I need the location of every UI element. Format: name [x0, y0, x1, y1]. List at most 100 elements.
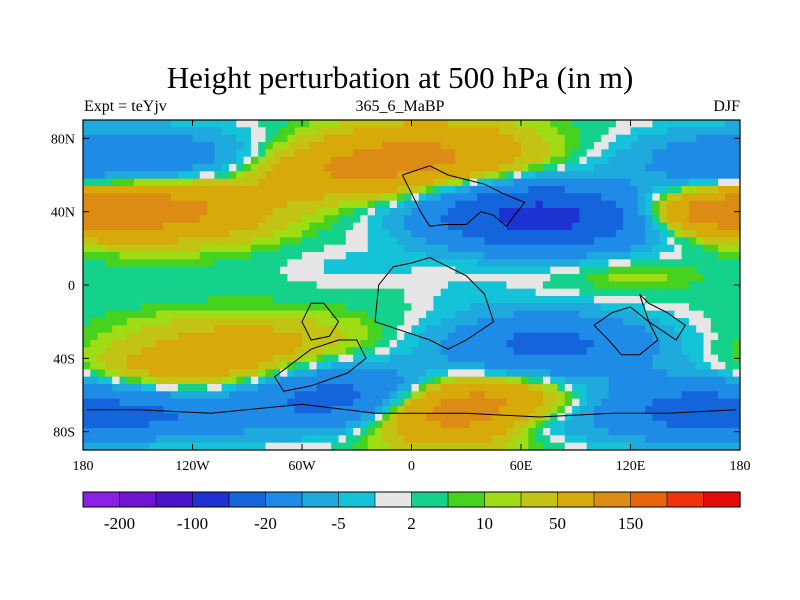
field-cell	[199, 134, 208, 143]
field-cell	[265, 142, 274, 150]
field-cell	[287, 296, 296, 304]
field-cell	[367, 244, 376, 253]
field-cell	[192, 266, 201, 275]
field-cell	[725, 288, 734, 297]
field-cell	[360, 171, 369, 180]
field-cell	[448, 296, 456, 304]
field-cell	[506, 230, 515, 238]
field-cell	[258, 384, 267, 392]
field-cell	[345, 420, 354, 429]
field-cell	[645, 391, 653, 400]
field-cell	[134, 303, 142, 312]
field-cell	[97, 252, 106, 260]
field-cell	[345, 362, 354, 370]
field-cell	[353, 288, 361, 297]
field-cell	[345, 149, 354, 158]
field-cell	[521, 332, 529, 341]
field-cell	[433, 164, 442, 172]
field-cell	[550, 310, 559, 319]
field-cell	[637, 259, 646, 268]
field-cell	[294, 237, 303, 246]
field-cell	[258, 288, 267, 297]
field-cell	[126, 149, 135, 158]
field-cell	[557, 406, 566, 414]
field-cell	[323, 347, 332, 356]
field-cell	[229, 340, 237, 348]
field-cell	[148, 266, 157, 275]
field-cell	[550, 318, 559, 326]
field-cell	[586, 237, 595, 246]
field-cell	[389, 215, 398, 224]
field-cell	[367, 384, 376, 392]
field-cell	[367, 237, 376, 246]
field-cell	[469, 310, 478, 319]
field-cell	[433, 230, 442, 238]
field-cell	[608, 252, 617, 260]
field-cell	[221, 244, 230, 253]
field-cell	[499, 178, 507, 187]
field-cell	[477, 156, 486, 165]
field-cell	[586, 244, 595, 253]
field-cell	[440, 398, 449, 407]
field-cell	[696, 200, 705, 209]
field-cell	[615, 406, 624, 414]
field-cell	[316, 222, 325, 231]
field-cell	[163, 398, 172, 407]
field-cell	[258, 391, 267, 400]
field-cell	[192, 296, 201, 304]
field-cell	[338, 413, 347, 422]
field-cell	[564, 391, 573, 400]
field-cell	[148, 274, 157, 282]
field-cell	[170, 303, 179, 312]
field-cell	[418, 281, 427, 290]
field-cell	[331, 332, 340, 341]
field-cell	[528, 171, 537, 180]
field-cell	[674, 127, 683, 136]
field-cell	[126, 347, 135, 356]
field-cell	[594, 288, 602, 297]
field-cell	[236, 222, 245, 231]
field-cell	[141, 398, 150, 407]
field-cell	[506, 362, 515, 370]
field-cell	[710, 413, 719, 422]
field-cell	[389, 398, 398, 407]
field-cell	[112, 332, 121, 341]
field-cell	[477, 127, 486, 136]
field-cell	[280, 281, 288, 290]
field-cell	[521, 325, 529, 334]
field-cell	[615, 186, 624, 194]
field-cell	[674, 186, 683, 194]
field-cell	[615, 442, 624, 450]
field-cell	[221, 266, 230, 275]
field-cell	[469, 252, 478, 260]
field-cell	[345, 215, 354, 224]
field-cell	[579, 340, 588, 348]
field-cell	[703, 266, 712, 275]
field-cell	[652, 266, 661, 275]
field-cell	[572, 252, 580, 260]
field-cell	[674, 325, 683, 334]
field-cell	[564, 288, 573, 297]
field-cell	[294, 274, 303, 282]
field-cell	[448, 200, 456, 209]
field-cell	[448, 208, 456, 216]
field-cell	[528, 134, 537, 143]
field-cell	[163, 442, 172, 450]
field-cell	[185, 420, 194, 429]
field-cell	[448, 428, 456, 436]
field-cell	[652, 156, 661, 165]
field-cell	[688, 340, 697, 348]
field-cell	[250, 252, 259, 260]
field-cell	[331, 237, 340, 246]
field-cell	[141, 171, 150, 180]
field-cell	[396, 318, 405, 326]
field-cell	[229, 281, 237, 290]
field-cell	[615, 200, 624, 209]
field-cell	[732, 391, 740, 400]
field-cell	[718, 413, 726, 422]
field-cell	[156, 252, 164, 260]
field-cell	[608, 281, 617, 290]
field-cell	[338, 266, 347, 275]
field-cell	[360, 193, 369, 202]
field-cell	[265, 325, 274, 334]
